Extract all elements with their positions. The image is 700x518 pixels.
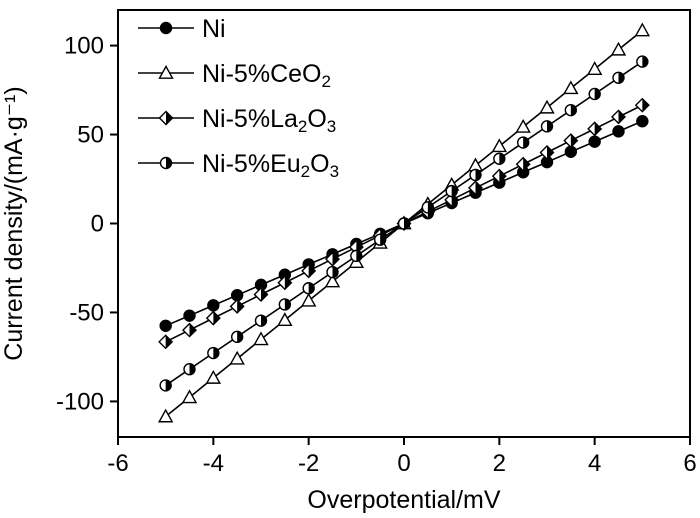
data-point xyxy=(158,334,174,350)
data-point xyxy=(157,408,174,423)
x-tick-label: 0 xyxy=(397,450,410,477)
data-point xyxy=(493,152,506,165)
y-tick-label: 0 xyxy=(91,211,104,238)
data-point xyxy=(350,249,363,263)
y-tick-label: -100 xyxy=(56,388,104,415)
y-tick-label: 100 xyxy=(64,33,104,60)
data-point xyxy=(159,379,172,392)
legend-marker xyxy=(159,156,173,170)
data-point xyxy=(229,350,245,365)
data-point xyxy=(300,292,317,307)
data-point xyxy=(421,201,435,214)
data-point xyxy=(182,322,197,338)
data-point xyxy=(564,103,578,117)
data-point xyxy=(183,309,196,322)
data-point xyxy=(587,121,603,137)
x-tick-label: -2 xyxy=(298,450,319,477)
legend-marker xyxy=(159,21,173,35)
data-point xyxy=(588,135,601,148)
data-point xyxy=(254,314,268,327)
x-tick-label: -6 xyxy=(107,450,128,477)
data-point xyxy=(515,118,531,133)
data-point xyxy=(445,184,458,198)
data-point xyxy=(491,168,507,184)
y-axis-title: Current density/(mA·g⁻¹) xyxy=(0,86,28,360)
data-point xyxy=(612,71,625,84)
data-point xyxy=(302,282,315,295)
data-point xyxy=(516,136,530,149)
legend-entry: Ni xyxy=(138,15,226,43)
x-axis-title: Overpotential/mV xyxy=(307,486,500,514)
legend-entry: Ni-5%La2O3 xyxy=(138,105,336,136)
data-point xyxy=(468,180,483,196)
data-point xyxy=(563,80,579,95)
data-point xyxy=(563,133,579,149)
data-point xyxy=(183,363,196,376)
data-point xyxy=(515,156,531,172)
data-point xyxy=(491,138,508,153)
y-axis: -100 -50 0 50 100 xyxy=(56,33,118,415)
legend-label: Ni xyxy=(202,15,226,43)
legend: Ni Ni-5%CeO2 Ni-5%La2O3 Ni-5%Eu2O3 xyxy=(138,15,339,181)
data-point xyxy=(634,22,651,37)
data-point xyxy=(539,145,555,161)
data-point xyxy=(588,87,601,101)
data-point xyxy=(469,168,482,182)
data-point xyxy=(301,263,317,279)
data-point xyxy=(159,319,172,333)
data-point xyxy=(278,298,292,311)
data-point xyxy=(397,217,411,230)
y-tick-label: 50 xyxy=(77,122,104,149)
series-1 xyxy=(157,22,651,423)
data-point xyxy=(325,251,340,267)
legend-label: Ni-5%La2O3 xyxy=(202,105,336,136)
data-point xyxy=(205,310,221,326)
y-tick-label: -50 xyxy=(69,299,104,326)
data-point xyxy=(253,286,269,302)
x-axis: -6 -4 -2 0 2 4 6 xyxy=(107,437,697,477)
series-layer xyxy=(157,22,651,423)
data-point xyxy=(634,97,650,113)
data-point xyxy=(373,233,387,246)
legend-label: Ni-5%Eu2O3 xyxy=(202,150,339,181)
data-point xyxy=(610,41,627,56)
data-point xyxy=(253,331,269,346)
data-point xyxy=(207,299,220,312)
data-point xyxy=(326,265,339,279)
data-point xyxy=(205,369,222,384)
series-3 xyxy=(159,55,649,392)
data-point xyxy=(539,99,555,114)
legend-marker xyxy=(158,110,174,126)
x-tick-label: 2 xyxy=(493,450,506,477)
x-tick-label: 6 xyxy=(683,450,696,477)
data-point xyxy=(229,298,245,314)
data-point xyxy=(207,346,220,360)
x-tick-label: -4 xyxy=(203,450,224,477)
data-point xyxy=(181,389,198,404)
legend-label: Ni-5%CeO2 xyxy=(202,60,331,91)
legend-entry: Ni-5%Eu2O3 xyxy=(138,150,339,181)
data-point xyxy=(586,61,603,75)
legend-marker xyxy=(158,65,174,79)
data-point xyxy=(324,273,341,288)
data-point xyxy=(277,275,293,291)
data-point xyxy=(636,114,649,128)
data-point xyxy=(230,330,244,344)
x-tick-label: 4 xyxy=(588,450,601,477)
data-point xyxy=(612,125,625,138)
data-point xyxy=(611,109,626,125)
data-point xyxy=(540,120,554,133)
data-point xyxy=(636,55,649,68)
legend-entry: Ni-5%CeO2 xyxy=(138,60,331,91)
data-point xyxy=(277,312,293,327)
